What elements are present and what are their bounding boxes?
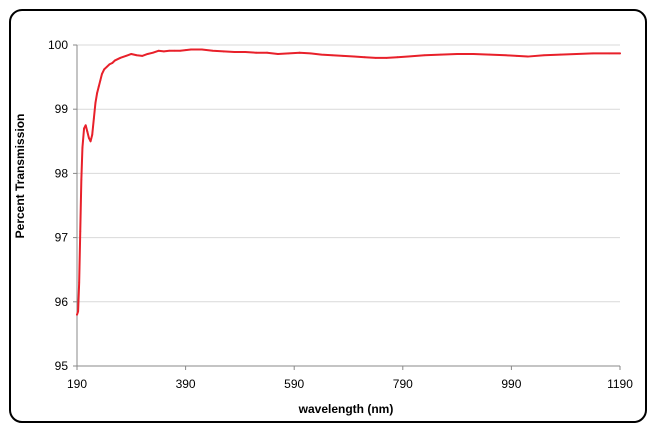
data-point bbox=[84, 124, 87, 127]
y-tick-label: 100 bbox=[48, 38, 68, 52]
data-point bbox=[423, 54, 426, 57]
data-point bbox=[309, 52, 312, 55]
data-point bbox=[608, 52, 611, 55]
data-point bbox=[86, 130, 89, 133]
data-point bbox=[472, 53, 475, 55]
data-point bbox=[130, 53, 133, 55]
data-point bbox=[396, 56, 399, 59]
data-point bbox=[515, 55, 518, 57]
data-point bbox=[385, 56, 388, 59]
y-tick-label: 96 bbox=[55, 295, 69, 309]
x-tick-label: 390 bbox=[176, 377, 196, 391]
gridlines bbox=[77, 44, 620, 303]
data-point bbox=[331, 54, 334, 57]
data-point bbox=[244, 51, 247, 53]
data-point bbox=[439, 53, 442, 56]
data-point bbox=[124, 55, 127, 57]
y-tick-label: 99 bbox=[55, 102, 69, 116]
data-point bbox=[92, 117, 95, 120]
data-point bbox=[363, 56, 366, 59]
data-point bbox=[190, 48, 192, 51]
chart-border bbox=[9, 9, 647, 423]
data-point bbox=[79, 230, 82, 233]
data-point bbox=[456, 53, 458, 55]
data-point bbox=[211, 49, 214, 52]
x-tick-label: 1190 bbox=[607, 377, 633, 391]
data-point bbox=[168, 49, 171, 52]
data-point bbox=[619, 52, 621, 55]
x-tick-label: 990 bbox=[501, 377, 521, 391]
data-point bbox=[152, 51, 154, 54]
data-point bbox=[101, 72, 103, 75]
data-point bbox=[543, 54, 545, 57]
data-point bbox=[96, 92, 98, 95]
data-point bbox=[105, 65, 108, 68]
data-point bbox=[99, 79, 102, 82]
data-point bbox=[591, 52, 594, 55]
tick-labels: 95 96 97 98 99 100 190 390 590 790 990 1190 bbox=[48, 38, 633, 391]
data-point bbox=[108, 63, 111, 66]
data-point bbox=[179, 49, 182, 52]
data-point bbox=[157, 49, 160, 52]
data-point bbox=[114, 59, 116, 62]
data-point bbox=[119, 56, 122, 59]
data-point bbox=[320, 53, 323, 56]
data-point bbox=[146, 53, 149, 55]
data-point bbox=[575, 53, 578, 55]
data-point bbox=[141, 55, 144, 57]
data-point bbox=[83, 127, 85, 130]
data-point bbox=[78, 281, 81, 284]
data-point bbox=[162, 50, 165, 53]
y-axis-label: Percent Transmission bbox=[13, 114, 27, 239]
data-point bbox=[266, 51, 268, 54]
data-point bbox=[80, 178, 83, 181]
data-point bbox=[374, 56, 377, 59]
y-tick-label: 98 bbox=[55, 166, 69, 180]
data-point bbox=[89, 140, 92, 143]
series-points bbox=[76, 48, 621, 316]
data-point bbox=[88, 137, 90, 139]
data-point bbox=[287, 52, 290, 55]
data-point bbox=[505, 54, 507, 57]
data-point bbox=[76, 313, 78, 316]
y-tick-label: 97 bbox=[55, 231, 69, 245]
data-point bbox=[407, 55, 410, 58]
data-point bbox=[97, 85, 100, 88]
x-tick-label: 790 bbox=[393, 377, 413, 391]
data-point bbox=[91, 133, 94, 136]
x-axis-label: wavelength (nm) bbox=[298, 402, 394, 416]
data-point bbox=[298, 51, 301, 54]
data-point bbox=[77, 310, 79, 313]
data-point bbox=[200, 48, 203, 51]
data-point bbox=[81, 146, 84, 149]
data-point bbox=[111, 62, 114, 64]
data-point bbox=[255, 51, 258, 54]
data-point bbox=[342, 55, 344, 57]
data-point bbox=[173, 49, 176, 52]
data-point bbox=[222, 50, 225, 53]
data-point bbox=[103, 68, 106, 71]
x-tick-label: 590 bbox=[284, 377, 304, 391]
data-point bbox=[353, 55, 355, 58]
data-point bbox=[184, 49, 187, 52]
y-tick-label: 95 bbox=[55, 359, 69, 373]
data-point bbox=[488, 53, 491, 56]
data-point bbox=[135, 54, 138, 57]
data-point bbox=[559, 53, 562, 56]
x-tick-label: 190 bbox=[67, 377, 87, 391]
data-point bbox=[277, 53, 279, 55]
data-point bbox=[94, 101, 97, 104]
data-point bbox=[233, 51, 236, 53]
data-point bbox=[526, 55, 529, 58]
